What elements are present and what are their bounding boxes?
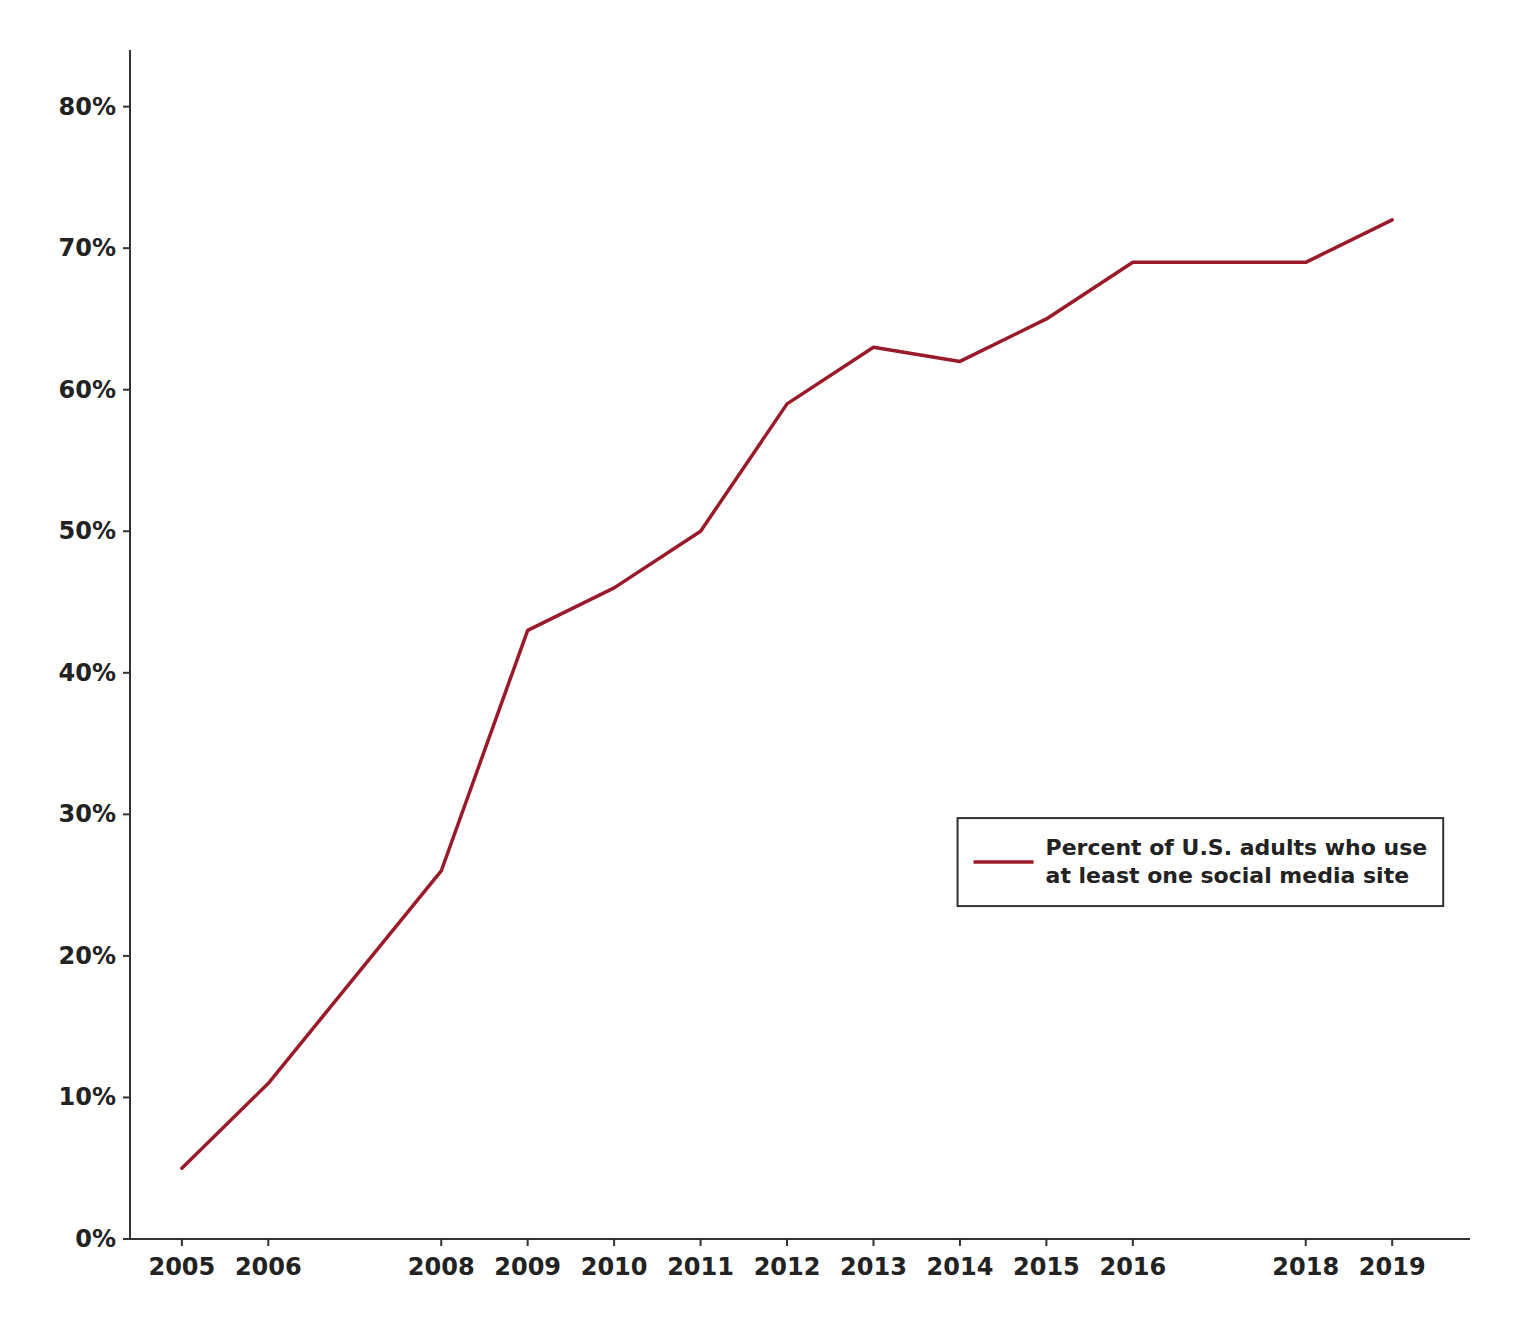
x-tick-label: 2006 (235, 1253, 302, 1281)
y-tick-label: 30% (59, 800, 116, 828)
y-tick (123, 813, 130, 815)
y-tick (123, 955, 130, 957)
x-tick (181, 1239, 183, 1246)
x-tick-label: 2015 (1013, 1253, 1080, 1281)
legend-frame (958, 818, 1444, 906)
x-tick (700, 1239, 702, 1246)
x-tick-label: 2012 (754, 1253, 821, 1281)
y-tick-label: 0% (75, 1225, 116, 1253)
x-tick (786, 1239, 788, 1246)
x-tick (959, 1239, 961, 1246)
y-tick-label: 20% (59, 942, 116, 970)
x-tick-label: 2009 (494, 1253, 561, 1281)
x-axis-line (130, 1238, 1470, 1240)
x-tick-label: 2019 (1359, 1253, 1426, 1281)
x-tick-label: 2018 (1272, 1253, 1339, 1281)
y-tick-label: 70% (59, 234, 116, 262)
y-tick-label: 50% (59, 517, 116, 545)
y-tick (123, 247, 130, 249)
x-tick (1045, 1239, 1047, 1246)
y-tick-label: 80% (59, 93, 116, 121)
x-tick (872, 1239, 874, 1246)
x-tick-label: 2008 (408, 1253, 475, 1281)
plot-area (182, 220, 1392, 1168)
y-tick-label: 40% (59, 659, 116, 687)
legend: Percent of U.S. adults who useat least o… (958, 818, 1444, 906)
y-tick (123, 106, 130, 108)
x-tick-label: 2013 (840, 1253, 907, 1281)
x-tick-label: 2011 (667, 1253, 734, 1281)
x-tick (1305, 1239, 1307, 1246)
x-tick-label: 2005 (148, 1253, 215, 1281)
y-tick (123, 389, 130, 391)
x-tick (440, 1239, 442, 1246)
legend-swatch (974, 860, 1034, 864)
y-tick-label: 10% (59, 1083, 116, 1111)
x-tick (1391, 1239, 1393, 1246)
series-line (182, 220, 1392, 1168)
y-tick (123, 1238, 130, 1240)
x-tick-label: 2010 (581, 1253, 648, 1281)
x-tick (527, 1239, 529, 1246)
y-tick (123, 1096, 130, 1098)
y-tick-label: 60% (59, 376, 116, 404)
y-tick (123, 530, 130, 532)
y-axis-line (129, 50, 131, 1239)
chart: 2005 2006 2008 2009 2010 2011 2012 2013 2014 2015… (0, 0, 1520, 1339)
legend-label: Percent of U.S. adults who useat least o… (1046, 835, 1428, 888)
x-tick (613, 1239, 615, 1246)
y-tick (123, 672, 130, 674)
x-tick-label: 2016 (1099, 1253, 1166, 1281)
x-tick (267, 1239, 269, 1246)
axes: 2005 2006 2008 2009 2010 2011 2012 2013 2014 2015… (59, 50, 1470, 1281)
x-tick-label: 2014 (927, 1253, 994, 1281)
x-tick (1132, 1239, 1134, 1246)
